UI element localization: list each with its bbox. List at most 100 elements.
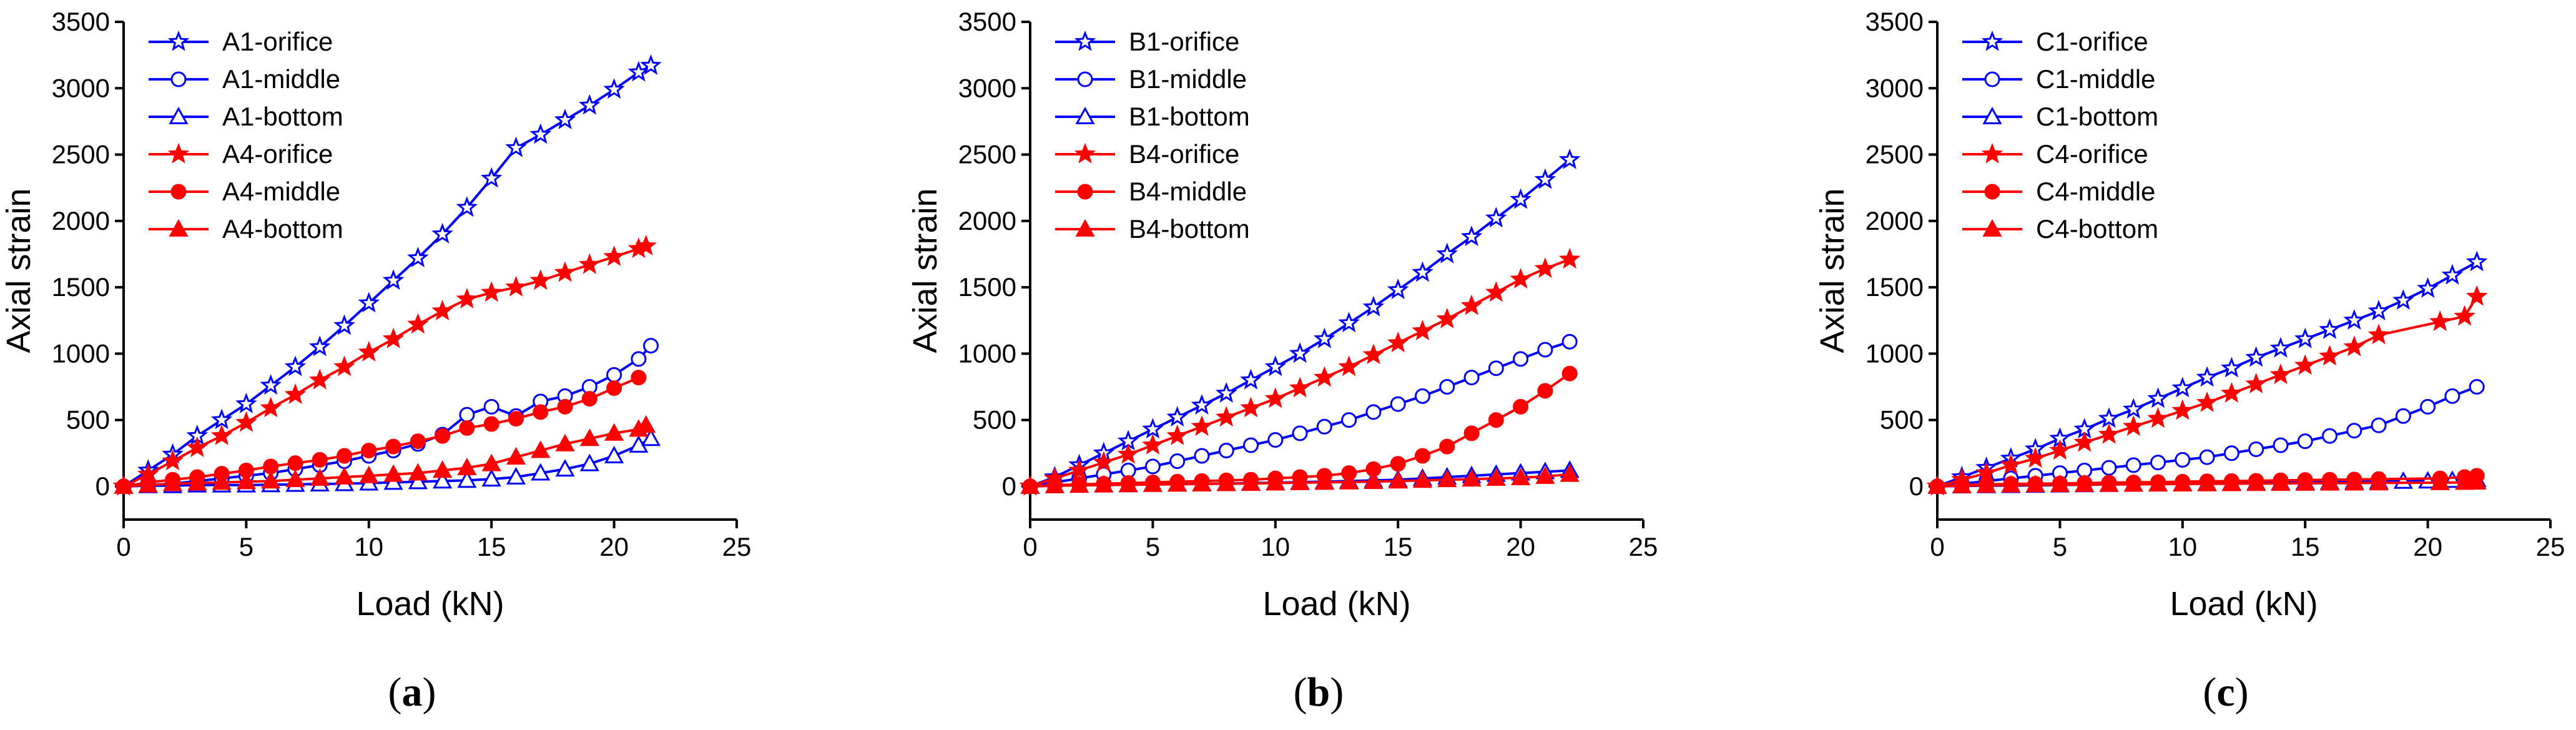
data-point [1068, 459, 1090, 480]
data-point [284, 383, 307, 404]
y-tick-label: 2500 [1866, 140, 1924, 169]
legend-marker [1981, 142, 2003, 164]
y-tick-label: 3000 [52, 73, 110, 102]
data-point [382, 327, 405, 348]
data-point [506, 466, 526, 485]
data-point [1069, 475, 1089, 493]
data-point [459, 407, 475, 423]
data-point [554, 109, 576, 129]
x-tick-label: 0 [116, 532, 130, 561]
data-point [310, 468, 330, 486]
data-point [2147, 407, 2169, 428]
y-tick-label: 3500 [52, 7, 110, 36]
data-point [287, 455, 303, 471]
x-tick-label: 0 [1930, 532, 1944, 561]
y-tick-label: 2000 [1866, 206, 1924, 235]
data-point [1191, 394, 1213, 415]
data-point [2454, 472, 2475, 490]
data-point [2173, 473, 2193, 491]
data-point [2319, 318, 2341, 339]
data-point [2343, 309, 2366, 330]
data-point [640, 54, 662, 75]
data-point [1045, 475, 1064, 493]
legend-marker [1984, 184, 2000, 200]
data-point [1460, 294, 1483, 315]
y-axis-title: Axial strain [0, 188, 37, 353]
y-tick-label: 1000 [52, 338, 110, 368]
series-C4-orifice [1926, 285, 2488, 496]
data-point [1462, 469, 1482, 487]
legend-marker [1982, 219, 2002, 237]
x-tick-label: 15 [477, 532, 506, 561]
data-point [1118, 475, 1138, 493]
data-point [2050, 475, 2070, 493]
data-point [1191, 415, 1213, 437]
data-point [2245, 373, 2268, 393]
data-point [2454, 305, 2475, 326]
data-point [459, 420, 475, 436]
data-point [382, 269, 405, 290]
data-point [406, 247, 429, 267]
data-point [2150, 455, 2166, 471]
data-point [603, 78, 625, 99]
data-point [1537, 383, 1553, 399]
data-point [603, 245, 625, 266]
data-point [1560, 464, 1580, 482]
data-point [308, 368, 331, 390]
data-point [2269, 363, 2292, 385]
legend-entry: C4-bottom [2036, 214, 2158, 244]
data-point [186, 437, 209, 458]
data-point [505, 275, 527, 297]
data-point [2220, 357, 2243, 378]
data-point [2346, 423, 2362, 439]
data-point [163, 473, 183, 491]
data-point [1289, 342, 1311, 363]
series-A1-orifice [112, 54, 662, 496]
data-point [334, 466, 355, 485]
data-point [505, 136, 527, 157]
legend-entry: B4-middle [1129, 177, 1247, 206]
x-tick-label: 20 [599, 532, 629, 561]
series-line [123, 345, 652, 488]
x-axis-title: Load (kN) [1262, 585, 1410, 623]
data-point [431, 222, 454, 244]
data-point [1267, 432, 1284, 448]
y-tick-label: 1000 [1866, 338, 1924, 368]
data-point [1977, 475, 1997, 493]
data-point [2125, 457, 2141, 473]
data-point [1117, 443, 1139, 464]
data-point [2171, 399, 2194, 420]
panel-label: (b) [1294, 669, 1344, 715]
data-point [1510, 188, 1531, 209]
data-point [1215, 382, 1237, 403]
data-point [1264, 387, 1287, 408]
data-point [1266, 473, 1286, 491]
series-C1-middle [1929, 378, 2485, 495]
y-tick-label: 1000 [958, 338, 1016, 368]
data-point [1020, 476, 1040, 494]
data-point [260, 397, 282, 418]
data-point [1486, 468, 1506, 486]
data-point [1313, 327, 1335, 348]
data-point [2319, 473, 2340, 491]
series-line [1030, 340, 1570, 488]
data-point [480, 167, 503, 188]
data-point [138, 475, 158, 493]
data-point [358, 340, 380, 362]
data-point [2049, 439, 2071, 460]
data-point [1215, 406, 1237, 427]
data-point [480, 281, 503, 302]
legend-marker [170, 71, 187, 87]
data-point [579, 94, 601, 115]
data-point [2223, 445, 2239, 461]
data-point [235, 411, 257, 432]
data-point [579, 428, 599, 446]
series-B1-orifice [1019, 148, 1581, 496]
legend-marker [1077, 184, 1093, 200]
data-point [483, 398, 499, 415]
legend-entry: B4-orifice [1129, 139, 1239, 169]
data-point [2465, 250, 2488, 272]
x-tick-label: 10 [354, 532, 383, 561]
legend-entry: B1-bottom [1129, 102, 1250, 131]
data-point [1362, 295, 1385, 317]
